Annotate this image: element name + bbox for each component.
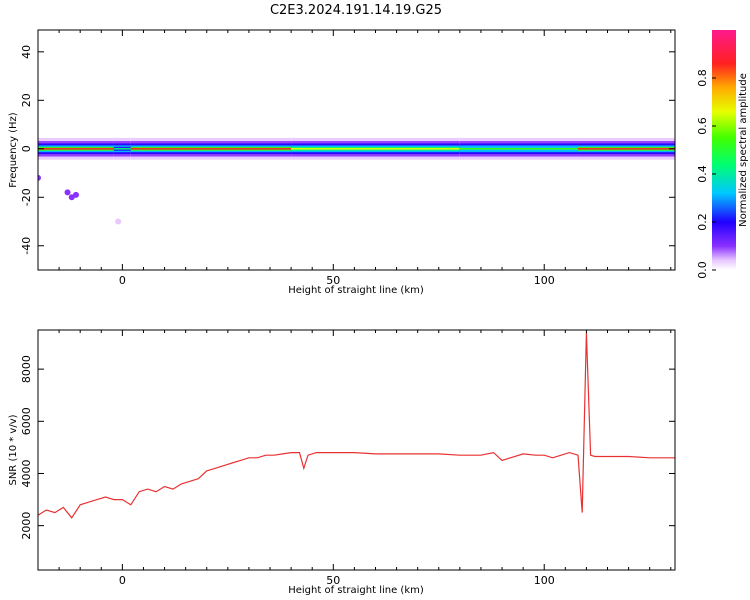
ridge-band bbox=[113, 147, 131, 150]
colorbar-label: Normalized spectral amplitude bbox=[738, 73, 749, 227]
colorbar: 0.0 0.2 0.4 0.6 0.8 Normalized spectral ampl… bbox=[696, 30, 749, 279]
spectrogram-ticks: 0 50 100 -40 -20 0 20 40 bbox=[20, 30, 675, 287]
snr-panel: 0 50 100 2000 4000 6000 8000 Height of straigh… bbox=[8, 329, 676, 596]
spectrogram-frame bbox=[37, 29, 676, 271]
snr-xtick-label: 100 bbox=[534, 574, 555, 587]
spectrogram-content bbox=[38, 137, 675, 225]
spectral-blob bbox=[38, 174, 41, 181]
snr-ylabel: SNR (10 * v/v) bbox=[8, 414, 19, 485]
snr-ytick-label: 6000 bbox=[20, 407, 33, 435]
ridge-band bbox=[38, 147, 114, 150]
spectrogram-xtick-label: 0 bbox=[119, 274, 126, 287]
ridge-band bbox=[291, 147, 460, 150]
snr-ytick-label: 4000 bbox=[20, 459, 33, 487]
snr-xlabel: Height of straight line (km) bbox=[288, 585, 424, 596]
spectrogram-ytick-label: 20 bbox=[20, 93, 33, 107]
snr-frame bbox=[37, 329, 676, 571]
spectrogram-ytick-label: 40 bbox=[20, 45, 33, 59]
spectrogram-ytick-label: 0 bbox=[20, 145, 33, 152]
spectrogram-ylabel: Frequency (Hz) bbox=[8, 112, 19, 188]
spectrogram-panel: 0 50 100 -40 -20 0 20 40 Height of straight lin… bbox=[8, 29, 676, 296]
spectrogram-xtick-label: 50 bbox=[326, 274, 340, 287]
ridge-band bbox=[459, 147, 578, 150]
snr-ytick-label: 2000 bbox=[20, 512, 33, 540]
colorbar-tick-label: 0.4 bbox=[696, 165, 709, 183]
ridge-band bbox=[577, 147, 675, 150]
colorbar-gradient bbox=[712, 30, 736, 270]
spectral-blob bbox=[115, 218, 122, 225]
colorbar-tick-label: 0.2 bbox=[696, 213, 709, 231]
snr-ticks: 0 50 100 2000 4000 6000 8000 bbox=[20, 330, 675, 587]
colorbar-ticks: 0.0 0.2 0.4 0.6 0.8 bbox=[696, 69, 716, 279]
colorbar-tick-label: 0.0 bbox=[696, 261, 709, 279]
snr-xtick-label: 0 bbox=[119, 574, 126, 587]
snr-ytick-label: 8000 bbox=[20, 355, 33, 383]
spectrogram-ytick-label: -40 bbox=[20, 237, 33, 255]
snr-xtick-label: 50 bbox=[326, 574, 340, 587]
spectrogram-xlabel: Height of straight line (km) bbox=[288, 285, 424, 296]
spectral-blob bbox=[72, 191, 79, 198]
figure-title: C2E3.2024.191.14.19.G25 bbox=[270, 3, 442, 18]
colorbar-tick-label: 0.8 bbox=[696, 69, 709, 87]
ridge-band bbox=[130, 147, 292, 150]
colorbar-tick-label: 0.6 bbox=[696, 117, 709, 135]
spectral-blob bbox=[64, 189, 71, 196]
spectrogram-xtick-label: 100 bbox=[534, 274, 555, 287]
snr-content bbox=[38, 332, 675, 519]
snr-series-line bbox=[38, 332, 675, 519]
spectrogram-ytick-label: -20 bbox=[20, 188, 33, 206]
